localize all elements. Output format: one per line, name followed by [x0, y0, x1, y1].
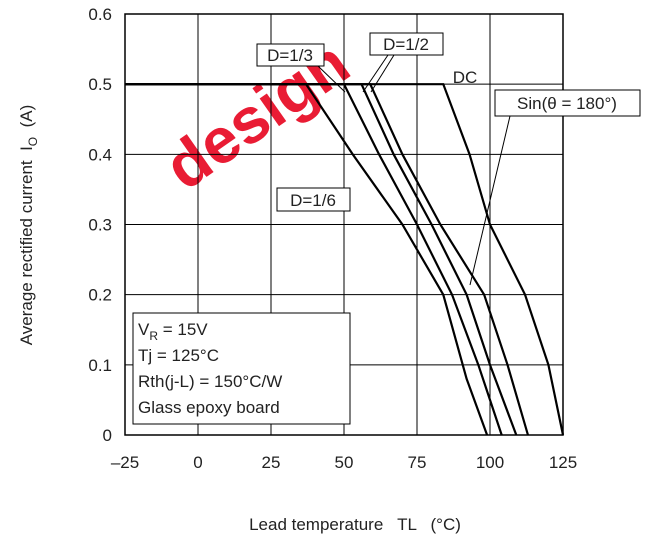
x-tick-label: 25	[262, 453, 281, 472]
leader-line	[362, 54, 389, 93]
x-tick-label: 50	[335, 453, 354, 472]
condition-sub: R	[149, 329, 158, 343]
series-label: Sin(θ = 180°)	[517, 94, 617, 113]
series-label: DC	[453, 68, 478, 87]
series-label: D=1/2	[383, 35, 429, 54]
condition: Glass epoxy board	[138, 398, 280, 417]
y-label-main: Average rectified current I	[17, 146, 36, 345]
x-tick-label: 75	[408, 453, 427, 472]
x-axis-label: Lead temperature TL (°C)	[249, 515, 461, 534]
plot-frame	[124, 13, 564, 436]
y-tick-label: 0.6	[88, 5, 112, 24]
x-tick-label: 0	[193, 453, 202, 472]
label-box	[276, 187, 351, 212]
condition-part: V	[138, 320, 150, 339]
y-label-sub: O	[26, 137, 40, 146]
conditions-box	[132, 312, 351, 425]
x-tick-label: 125	[549, 453, 577, 472]
y-axis-label: Average rectified current IO (A)	[17, 105, 40, 346]
label-box	[369, 32, 444, 56]
leader-line	[469, 115, 511, 286]
y-tick-label: 0.3	[88, 216, 112, 235]
label-box	[494, 89, 641, 117]
y-label-unit: (A)	[17, 105, 36, 137]
condition: Rth(j-L) = 150°C/W	[138, 372, 282, 391]
label-box	[256, 43, 325, 67]
condition: VR = 15V	[138, 320, 208, 343]
condition: Tj = 125°C	[138, 346, 219, 365]
y-tick-label: 0.1	[88, 356, 112, 375]
y-tick-label: 0.5	[88, 75, 112, 94]
x-tick-label: 100	[476, 453, 504, 472]
y-tick-label: 0	[103, 426, 112, 445]
y-tick-label: 0.4	[88, 145, 112, 164]
series-label: D=1/6	[290, 191, 336, 210]
leader-line	[317, 65, 346, 93]
condition-part: = 15V	[158, 320, 208, 339]
series-label: D=1/3	[267, 46, 313, 65]
y-tick-label: 0.2	[88, 286, 112, 305]
x-tick-label: –25	[111, 453, 139, 472]
curve	[125, 83, 565, 436]
leader-line	[370, 54, 395, 93]
